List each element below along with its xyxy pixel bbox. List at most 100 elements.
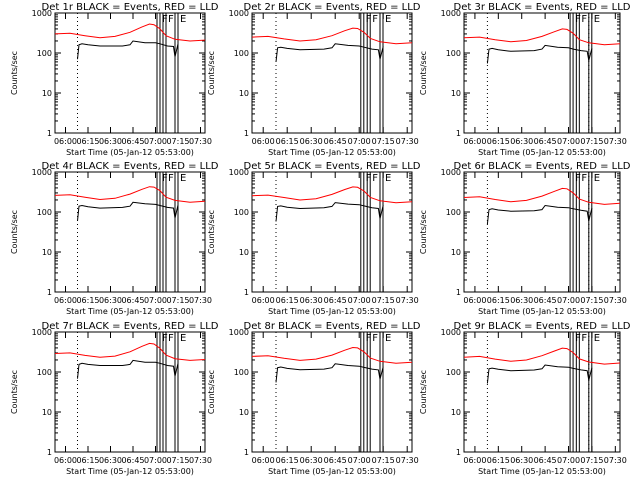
y-axis-label: Counts/sec: [419, 51, 428, 95]
plot-frame: [251, 331, 413, 453]
x-axis-label: Start Time (05-Jan-12 05:53:00): [66, 307, 194, 316]
x-tick-label: 06:00: [252, 456, 275, 465]
marker-label: F: [162, 173, 168, 184]
y-axis-label: Counts/sec: [10, 51, 19, 95]
y-tick-label: 1000: [441, 168, 461, 177]
marker-label: F: [162, 14, 168, 25]
x-tick-label: 07:30: [189, 456, 212, 465]
y-tick-label: 100: [234, 368, 249, 377]
x-tick-label: 07:15: [166, 456, 189, 465]
y-tick-label: 100: [234, 208, 249, 217]
x-tick-label: 07:15: [372, 456, 395, 465]
x-tick-label: 06:00: [463, 137, 486, 146]
y-axis-label: Counts/sec: [419, 370, 428, 414]
x-tick-label: 07:15: [580, 296, 603, 305]
x-tick-label: 06:15: [76, 296, 99, 305]
x-tick-label: 07:00: [348, 137, 371, 146]
plot-frame: [251, 12, 413, 134]
x-tick-label: 07:30: [604, 456, 627, 465]
marker-label: F: [575, 173, 581, 184]
y-tick-label: 1: [47, 448, 52, 457]
events-series-line: [486, 44, 593, 64]
events-series-line: [486, 364, 593, 384]
panel-title: Det 4r BLACK = Events, RED = LLD: [42, 161, 219, 172]
y-tick-label: 1000: [229, 328, 249, 337]
panel-det-9: Det 9r BLACK = Events, RED = LLD 1 10 100 10…: [419, 321, 631, 476]
x-tick-label: 06:30: [300, 296, 323, 305]
x-tick-label: 06:15: [76, 456, 99, 465]
x-tick-label: 06:45: [121, 296, 144, 305]
y-tick-label: 10: [42, 89, 52, 98]
y-tick-label: 10: [451, 89, 461, 98]
marker-label: E: [594, 14, 600, 25]
panel-title: Det 9r BLACK = Events, RED = LLD: [454, 321, 631, 332]
lld-series-line: [54, 23, 206, 42]
panel-title: Det 3r BLACK = Events, RED = LLD: [454, 2, 631, 13]
marker-label: F: [581, 173, 587, 184]
events-series-line: [77, 40, 179, 60]
panel-title: Det 5r BLACK = Events, RED = LLD: [244, 161, 421, 172]
x-tick-label: 06:45: [534, 137, 557, 146]
marker-label: F: [575, 333, 581, 344]
x-tick-label: 06:15: [487, 137, 510, 146]
y-tick-label: 100: [446, 49, 461, 58]
marker-label: F: [162, 333, 168, 344]
x-tick-label: 06:30: [510, 137, 533, 146]
panel-title: Det 6r BLACK = Events, RED = LLD: [454, 161, 631, 172]
x-axis-label: Start Time (05-Jan-12 05:53:00): [268, 467, 396, 476]
panel-det-4: Det 4r BLACK = Events, RED = LLD 1 10 100 10…: [10, 161, 219, 316]
panel-det-7: Det 7r BLACK = Events, RED = LLD 1 10 100 10…: [10, 321, 219, 476]
x-tick-label: 06:15: [487, 456, 510, 465]
x-tick-label: 07:00: [144, 137, 167, 146]
x-tick-label: 06:45: [121, 456, 144, 465]
x-tick-label: 07:30: [189, 137, 212, 146]
y-tick-label: 10: [451, 248, 461, 257]
marker-label: F: [581, 14, 587, 25]
events-series-line: [275, 202, 384, 222]
x-tick-label: 07:15: [166, 137, 189, 146]
y-tick-label: 1: [456, 288, 461, 297]
x-tick-label: 07:15: [372, 296, 395, 305]
x-tick-label: 07:00: [144, 456, 167, 465]
x-tick-label: 06:45: [121, 137, 144, 146]
y-tick-label: 10: [451, 408, 461, 417]
x-axis-label: Start Time (05-Jan-12 05:53:00): [268, 148, 396, 157]
y-axis-label: Counts/sec: [419, 210, 428, 254]
x-tick-label: 07:00: [557, 296, 580, 305]
marker-label: F: [372, 173, 378, 184]
y-tick-label: 1000: [441, 328, 461, 337]
lld-series-line: [54, 342, 206, 361]
y-tick-label: 1000: [32, 168, 52, 177]
panel-title: Det 8r BLACK = Events, RED = LLD: [244, 321, 421, 332]
lld-series-line: [251, 346, 413, 364]
x-tick-label: 07:00: [348, 456, 371, 465]
y-tick-label: 10: [42, 408, 52, 417]
x-tick-label: 06:30: [99, 456, 122, 465]
lld-series-line: [463, 347, 621, 365]
plot-frame: [463, 331, 621, 453]
x-tick-label: 06:45: [534, 296, 557, 305]
x-tick-label: 07:00: [348, 296, 371, 305]
x-tick-label: 07:30: [604, 296, 627, 305]
panel-det-1: Det 1r BLACK = Events, RED = LLD 1 10 100 10…: [10, 2, 219, 157]
panel-title: Det 2r BLACK = Events, RED = LLD: [244, 2, 421, 13]
x-tick-label: 06:00: [252, 137, 275, 146]
lld-series-line: [54, 186, 206, 203]
marker-label: F: [581, 333, 587, 344]
x-axis-label: Start Time (05-Jan-12 05:53:00): [66, 148, 194, 157]
y-tick-label: 1: [244, 448, 249, 457]
x-tick-label: 06:30: [300, 456, 323, 465]
plot-frame: [54, 12, 206, 134]
panel-title: Det 7r BLACK = Events, RED = LLD: [42, 321, 219, 332]
x-tick-label: 07:30: [396, 456, 419, 465]
x-tick-label: 06:00: [54, 456, 77, 465]
x-tick-label: 07:30: [604, 137, 627, 146]
y-tick-label: 1000: [229, 168, 249, 177]
events-series-line: [77, 359, 179, 379]
y-tick-label: 1: [456, 448, 461, 457]
x-tick-label: 07:00: [557, 456, 580, 465]
y-tick-label: 100: [37, 49, 52, 58]
events-series-line: [77, 201, 179, 221]
x-tick-label: 07:00: [557, 137, 580, 146]
x-tick-label: 06:45: [534, 456, 557, 465]
